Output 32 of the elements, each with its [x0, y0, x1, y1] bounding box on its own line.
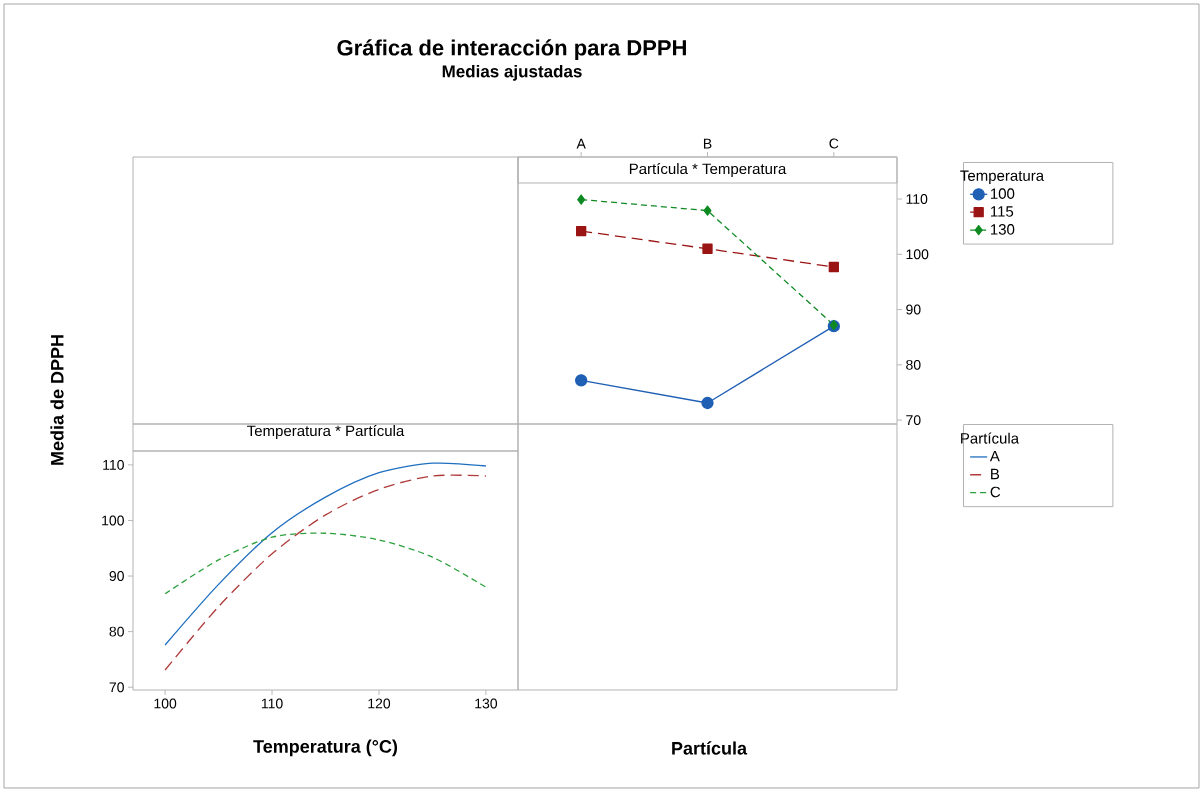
y-tick-label: 100 — [102, 515, 124, 526]
x-tick-label: 120 — [368, 698, 391, 709]
y-tick-label: 100 — [906, 249, 929, 260]
y-tick-label: 90 — [109, 571, 124, 582]
x-tick-label: 100 — [154, 698, 177, 709]
chart-title: Temperatura * Partícula — [247, 424, 405, 440]
y-tick-label: 70 — [906, 415, 921, 426]
legend-label: 100 — [991, 188, 1015, 199]
annotation: Partícula * Temperatura — [629, 162, 787, 178]
x-tick-label: B — [703, 138, 712, 149]
chart-subtitle: Medias ajustadas — [442, 64, 582, 81]
x-axis-title: Partícula — [672, 741, 748, 755]
y-tick-label: 70 — [109, 682, 124, 693]
x-tick-label: C — [829, 138, 839, 149]
x-tick-label: 130 — [475, 698, 498, 709]
chart-title: Gráfica de interacción para DPPH — [337, 39, 686, 60]
y-tick-label: 110 — [103, 459, 124, 470]
x-axis-title: Temperatura (°C) — [253, 739, 398, 757]
legend-label: C — [990, 486, 1001, 498]
legend-label: 115 — [991, 206, 1014, 217]
legend-title: Temperatura — [960, 170, 1045, 184]
x-tick-label: A — [576, 138, 586, 149]
y-axis-title: Media de DPPH — [50, 335, 64, 465]
y-tick-label: 110 — [906, 194, 928, 204]
legend-label: 130 — [991, 224, 1015, 235]
y-tick-label: 90 — [906, 304, 921, 315]
y-tick-label: 80 — [109, 626, 124, 637]
legend-label: A — [989, 451, 1000, 462]
x-tick-label: 110 — [261, 698, 283, 709]
y-tick-label: 80 — [906, 359, 921, 370]
legend-title: Partícula — [961, 432, 1020, 444]
legend-label: B — [991, 468, 1000, 480]
